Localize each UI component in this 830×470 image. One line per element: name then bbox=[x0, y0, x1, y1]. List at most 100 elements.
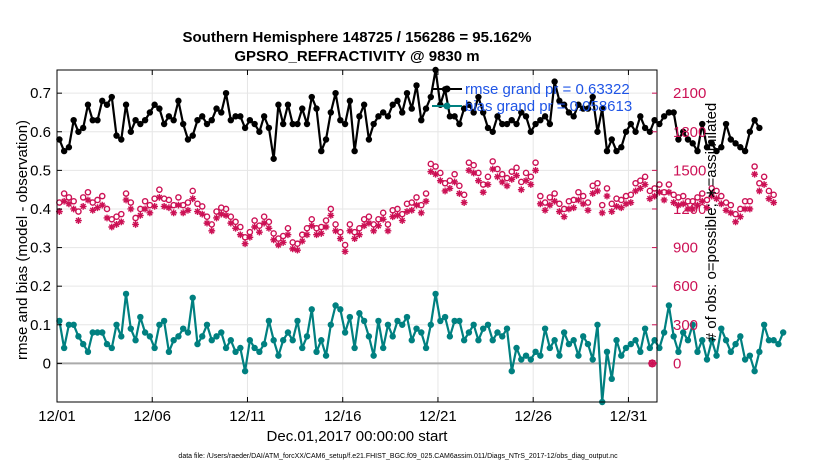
obs-assimilated-point bbox=[213, 214, 220, 222]
rmse-point bbox=[513, 120, 520, 128]
bias-point bbox=[460, 337, 468, 344]
bias-point bbox=[237, 344, 244, 352]
rmse-point bbox=[699, 120, 706, 128]
obs-assimilated-point bbox=[236, 231, 244, 239]
obs-assimilated-point bbox=[298, 237, 306, 245]
bias-point bbox=[303, 333, 311, 340]
bias-point bbox=[89, 329, 96, 336]
obs-possible-point bbox=[141, 197, 149, 205]
rmse-point bbox=[60, 147, 68, 155]
obs-possible-point bbox=[456, 182, 463, 190]
rmse-point bbox=[575, 101, 582, 108]
rmse-point bbox=[294, 120, 301, 128]
obs-assimilated-point bbox=[522, 177, 530, 185]
obs-assimilated-point bbox=[713, 195, 720, 203]
obs-assimilated-point bbox=[603, 192, 611, 200]
bias-point bbox=[94, 329, 101, 336]
obs-assimilated-point bbox=[265, 224, 273, 232]
obs-possible-point bbox=[270, 230, 277, 237]
obs-possible-point bbox=[537, 192, 544, 200]
x-tick-label: 12/31 bbox=[610, 408, 648, 425]
chart-title-line-1: Southern Hemisphere 148725 / 156286 = 95… bbox=[183, 29, 532, 46]
bias-point bbox=[660, 329, 668, 336]
bias-point bbox=[527, 356, 535, 363]
bias-point bbox=[394, 317, 401, 325]
bias-point bbox=[751, 367, 758, 375]
obs-possible-point bbox=[713, 187, 720, 195]
y-tick-label: 0.6 bbox=[30, 124, 51, 141]
obs-assimilated-point bbox=[555, 208, 563, 215]
obs-assimilated-point bbox=[446, 184, 454, 192]
bias-point bbox=[546, 344, 554, 352]
rmse-point bbox=[394, 97, 401, 105]
obs-possible-point bbox=[551, 190, 558, 197]
rmse-point bbox=[675, 136, 682, 143]
obs-assimilated-point bbox=[494, 173, 501, 181]
bias-point bbox=[456, 317, 463, 325]
obs-possible-point bbox=[384, 221, 392, 228]
rmse-point bbox=[579, 105, 587, 112]
bias-point bbox=[222, 344, 230, 352]
obs-assimilated-point bbox=[479, 188, 487, 196]
bias-point bbox=[451, 317, 458, 325]
obs-possible-point bbox=[746, 197, 754, 205]
obs-assimilated-point bbox=[427, 168, 435, 176]
rmse-point bbox=[165, 113, 173, 120]
bias-point bbox=[641, 325, 649, 332]
obs-assimilated-point bbox=[355, 231, 363, 239]
legend: rmse grand pr = 0.63322 bias grand pr = … bbox=[432, 81, 632, 115]
rmse-point bbox=[527, 128, 535, 135]
obs-assimilated-point bbox=[279, 239, 287, 246]
bias-point bbox=[589, 356, 596, 363]
obs-assimilated-point bbox=[546, 201, 554, 209]
obs-assimilated-point bbox=[451, 178, 459, 186]
rmse-point bbox=[618, 144, 625, 151]
obs-assimilated-point bbox=[246, 233, 254, 241]
obs-possible-point bbox=[122, 190, 130, 197]
rmse-point bbox=[560, 101, 568, 108]
obs-assimilated-point bbox=[241, 240, 249, 248]
bias-point bbox=[727, 348, 735, 356]
obs-possible-point bbox=[527, 173, 535, 181]
rmse-point bbox=[537, 116, 544, 124]
bias-point bbox=[113, 321, 120, 328]
bias-point bbox=[70, 321, 77, 328]
rmse-point bbox=[213, 105, 220, 112]
y2-tick-label: 900 bbox=[673, 240, 698, 257]
obs-assimilated-point bbox=[755, 187, 763, 195]
obs-assimilated-point bbox=[370, 227, 378, 235]
rmse-point bbox=[584, 105, 592, 112]
bias-point bbox=[156, 321, 163, 328]
obs-possible-point bbox=[689, 197, 697, 205]
bias-point bbox=[737, 333, 744, 340]
bias-point bbox=[165, 348, 173, 356]
obs-assimilated-point bbox=[208, 227, 216, 235]
bias-point bbox=[284, 329, 292, 336]
bias-point bbox=[389, 333, 396, 340]
y-tick-label: 0.2 bbox=[30, 278, 51, 295]
rmse-point bbox=[522, 113, 530, 120]
rmse-point bbox=[670, 109, 677, 116]
obs-assimilated-point bbox=[565, 205, 573, 213]
obs-assimilated-point bbox=[260, 219, 268, 227]
rmse-point bbox=[241, 124, 249, 132]
bias-point bbox=[637, 348, 644, 356]
bias-point bbox=[713, 352, 720, 359]
obs-assimilated-point bbox=[255, 228, 263, 236]
bias-point bbox=[522, 352, 530, 359]
bias-point bbox=[679, 329, 687, 336]
rmse-point bbox=[346, 97, 354, 105]
rmse-point bbox=[708, 140, 715, 147]
bias-point bbox=[613, 337, 620, 344]
obs-assimilated-point bbox=[70, 205, 78, 213]
bias-point bbox=[84, 348, 92, 356]
obs-possible-point bbox=[632, 179, 639, 187]
obs-assimilated-point bbox=[536, 200, 544, 208]
bias-point bbox=[470, 321, 477, 328]
bias-point bbox=[537, 352, 544, 359]
obs-assimilated-point bbox=[703, 204, 711, 212]
obs-assimilated-point bbox=[570, 204, 578, 212]
bias-point bbox=[446, 333, 454, 340]
rmse-point bbox=[546, 120, 554, 128]
